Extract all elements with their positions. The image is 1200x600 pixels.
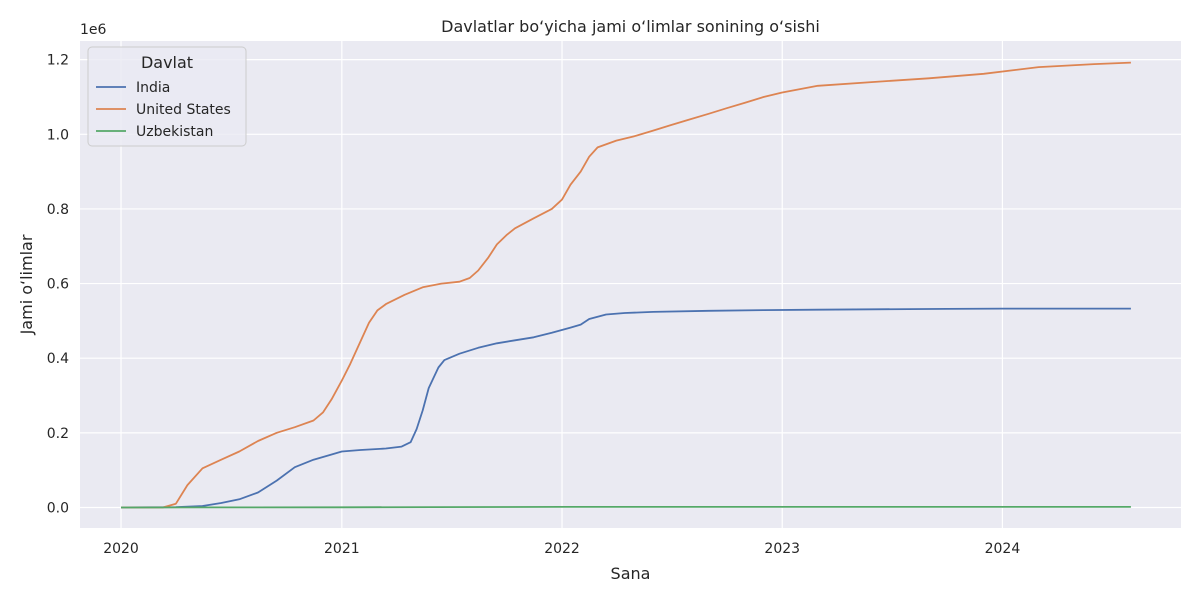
- x-tick-label: 2020: [103, 541, 139, 557]
- legend-entries: India United States Uzbekistan: [96, 80, 231, 140]
- x-axis-ticks: 2020 2021 2022 2023 2024: [103, 541, 1020, 557]
- y-tick-label: 1.2: [47, 53, 69, 69]
- x-axis-title: Sana: [611, 564, 651, 583]
- series-line-uzbekistan: [120, 505, 1131, 509]
- x-tick-label: 2024: [985, 541, 1021, 557]
- x-tick-label: 2023: [764, 541, 800, 557]
- chart-title: Davlatlar bo‘yicha jami o‘limlar soninin…: [441, 17, 820, 36]
- plot-area: [80, 41, 1181, 528]
- y-tick-label: 0.0: [47, 500, 69, 516]
- y-tick-label: 0.2: [47, 426, 69, 442]
- legend-label-uzbekistan: Uzbekistan: [136, 124, 213, 140]
- legend-title: Davlat: [141, 53, 193, 72]
- legend: Davlat India United States Uzbekistan: [87, 46, 247, 147]
- y-tick-label: 1.0: [47, 127, 69, 143]
- y-tick-label: 0.6: [47, 277, 69, 293]
- legend-label-united-states: United States: [136, 102, 231, 118]
- series-lines: [120, 61, 1131, 509]
- y-tick-label: 0.4: [47, 351, 69, 367]
- x-tick-label: 2022: [544, 541, 580, 557]
- x-tick-label: 2021: [324, 541, 360, 557]
- legend-frame: [87, 46, 247, 147]
- series-line-united-states: [121, 61, 1131, 509]
- y-axis-ticks: 0.0 0.2 0.4 0.6 0.8 1.0 1.2: [47, 53, 69, 517]
- y-offset-label: 1e6: [80, 22, 107, 38]
- legend-label-india: India: [136, 80, 170, 96]
- series-line-india: [120, 307, 1131, 509]
- y-axis-title: Jami o‘limlar: [17, 234, 36, 335]
- y-tick-label: 0.8: [47, 202, 69, 218]
